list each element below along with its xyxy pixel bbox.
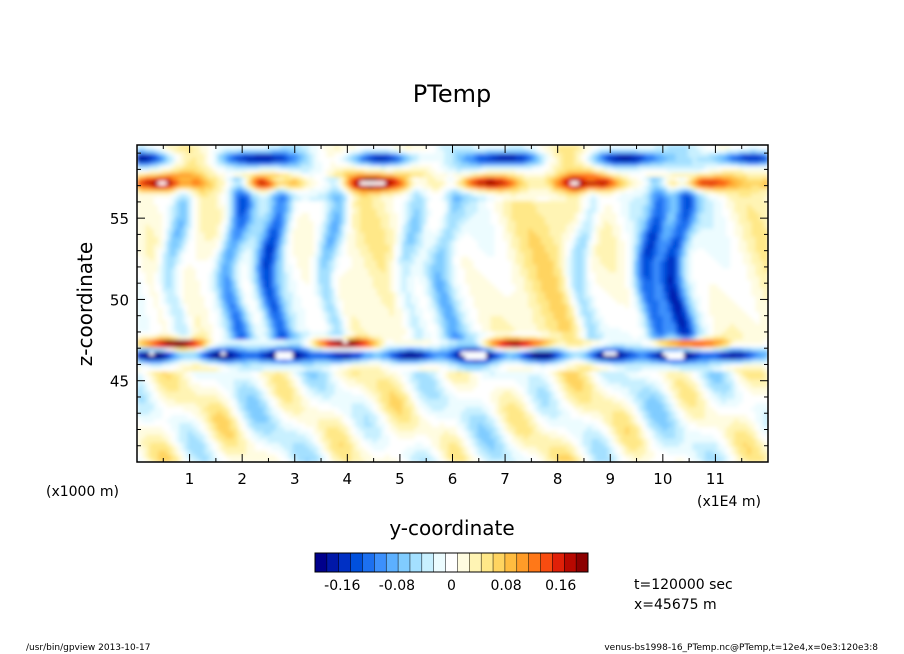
colorbar-swatch <box>576 553 589 572</box>
y-axis-label: z-coordinate <box>73 242 97 366</box>
colorbar-swatch <box>457 553 470 572</box>
colorbar-tick-label: 0 <box>447 578 456 594</box>
colorbar-swatch <box>350 553 363 572</box>
colorbar-swatch <box>374 553 387 572</box>
y-tick-label: 45 <box>110 373 129 391</box>
x-tick-label: 3 <box>290 470 300 488</box>
colorbar-swatch <box>326 553 340 572</box>
x-axis-label: y-coordinate <box>389 516 514 540</box>
footer-right: venus-bs1998-16_PTemp.nc@PTemp,t=12e4,x=… <box>604 643 878 653</box>
x-tick-label: 11 <box>706 470 725 488</box>
colorbar-swatch <box>528 553 541 572</box>
y-axis: 45 50 55 <box>110 152 768 447</box>
heatmap-area <box>137 145 768 462</box>
colorbar-swatch <box>504 553 518 572</box>
position-annotation: x=45675 m <box>634 597 717 613</box>
chart-title: PTemp <box>413 80 491 108</box>
colorbar-swatch <box>338 553 352 572</box>
colorbar-swatch <box>469 553 482 572</box>
colorbar <box>314 552 589 573</box>
colorbar-ticks: -0.16 -0.08 0 0.08 0.16 <box>324 578 576 594</box>
x-tick-label: 7 <box>500 470 510 488</box>
x-tick-label: 4 <box>343 470 353 488</box>
x-tick-label: 5 <box>395 470 405 488</box>
colorbar-swatch <box>552 553 565 572</box>
colorbar-swatch <box>409 553 423 572</box>
colorbar-tick-label: -0.08 <box>379 578 415 594</box>
colorbar-swatch <box>421 553 435 572</box>
time-annotation: t=120000 sec <box>634 577 733 593</box>
x-tick-label: 6 <box>448 470 458 488</box>
x-axis: 1 2 3 4 5 6 7 8 9 10 11 <box>162 145 743 488</box>
colorbar-swatch <box>386 553 399 572</box>
y-tick-label: 55 <box>110 210 129 228</box>
colorbar-swatch <box>516 553 530 572</box>
colorbar-swatch <box>564 553 577 572</box>
x-tick-label: 8 <box>553 470 563 488</box>
colorbar-tick-label: 0.16 <box>545 578 576 594</box>
x-tick-label: 2 <box>237 470 247 488</box>
footer-left: /usr/bin/gpview 2013-10-17 <box>26 643 150 653</box>
x-tick-label: 10 <box>653 470 672 488</box>
x-tick-label: 9 <box>605 470 615 488</box>
y-tick-label: 50 <box>110 291 129 309</box>
y-axis-unit: (x1000 m) <box>46 484 119 500</box>
x-axis-unit: (x1E4 m) <box>697 494 761 510</box>
colorbar-swatch <box>540 553 553 572</box>
colorbar-swatch <box>493 553 506 572</box>
colorbar-swatch <box>445 553 458 572</box>
colorbar-swatch <box>433 553 446 572</box>
colorbar-swatch <box>481 553 494 572</box>
colorbar-swatch <box>398 553 411 572</box>
colorbar-tick-label: -0.16 <box>324 578 360 594</box>
colorbar-swatch <box>315 553 328 572</box>
x-tick-label: 1 <box>185 470 195 488</box>
colorbar-tick-label: 0.08 <box>491 578 522 594</box>
colorbar-swatch <box>362 553 375 572</box>
